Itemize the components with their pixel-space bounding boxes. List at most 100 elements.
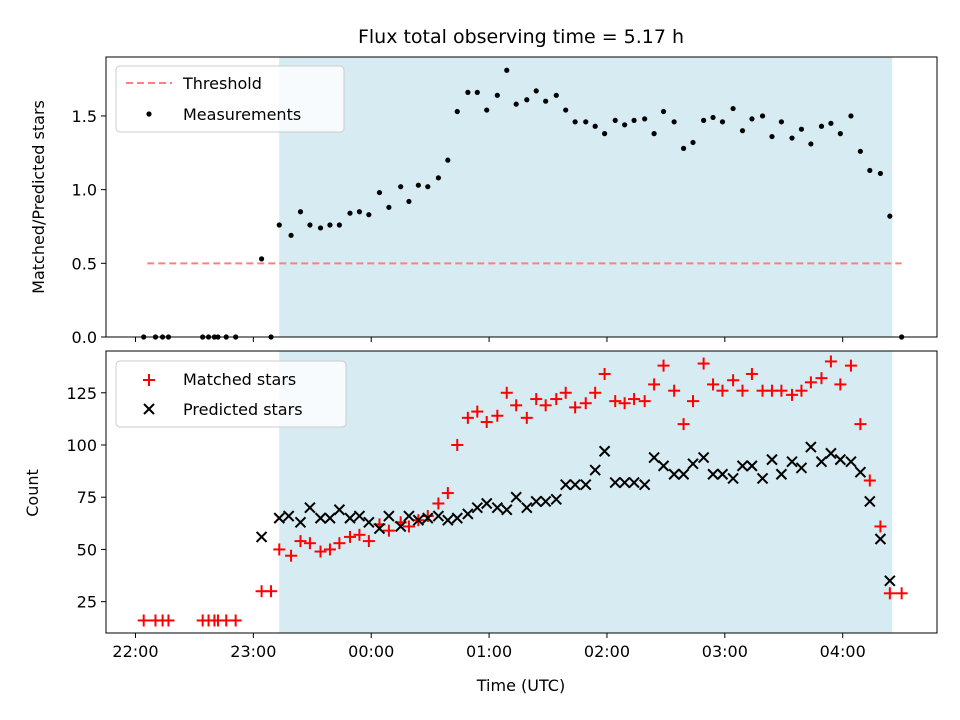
predicted-point bbox=[324, 512, 336, 524]
matched-point bbox=[638, 395, 651, 408]
matched-point bbox=[294, 535, 307, 548]
measurement-point bbox=[533, 88, 539, 94]
measurement-point bbox=[484, 107, 490, 113]
predicted-point bbox=[304, 501, 316, 514]
measurement-point bbox=[642, 116, 648, 122]
matched-point bbox=[137, 614, 150, 627]
matched-point bbox=[480, 416, 493, 429]
predicted-point bbox=[373, 522, 386, 535]
measurements-legend-label: Measurements bbox=[183, 105, 301, 124]
predicted-point bbox=[412, 514, 425, 526]
matched-point bbox=[162, 614, 175, 627]
measurement-point bbox=[887, 213, 893, 219]
count-axes-frame bbox=[105, 350, 938, 634]
matched-point bbox=[229, 614, 242, 627]
matched-point bbox=[500, 386, 513, 399]
predicted-point bbox=[648, 451, 660, 464]
matched-point bbox=[834, 378, 847, 391]
matched-point bbox=[707, 378, 720, 391]
measurement-point bbox=[701, 117, 707, 123]
predicted-point bbox=[707, 468, 719, 480]
ratio-panel: 0.0 0.5 1.0 1.5 Matched/Predicted stars Thr… bbox=[29, 56, 938, 347]
matched-point bbox=[343, 530, 356, 543]
matched-point bbox=[648, 378, 661, 391]
measurement-point bbox=[465, 89, 471, 95]
x-tick-label: 22:00 bbox=[112, 642, 158, 661]
predicted-point bbox=[403, 510, 415, 522]
predicted-point bbox=[795, 462, 808, 474]
measurement-point bbox=[730, 105, 736, 112]
measurement-point bbox=[376, 189, 383, 196]
measurement-point bbox=[435, 175, 441, 181]
matched-point bbox=[668, 384, 681, 397]
matched-point bbox=[804, 376, 817, 389]
matched-point bbox=[273, 543, 286, 556]
measurement-point bbox=[572, 119, 578, 125]
x-tick-label: 01:00 bbox=[466, 642, 512, 661]
matched-point bbox=[697, 357, 710, 370]
predicted-point bbox=[422, 512, 434, 524]
measurement-point bbox=[366, 212, 372, 218]
predicted-point bbox=[618, 476, 631, 489]
count-y-axis-label: Count bbox=[23, 469, 42, 517]
matched-point bbox=[471, 405, 484, 418]
predicted-point bbox=[471, 501, 484, 514]
predicted-point bbox=[314, 512, 327, 524]
predicted-point bbox=[442, 514, 454, 526]
measurement-point bbox=[631, 117, 637, 123]
measurement-point bbox=[504, 67, 510, 73]
matched-point bbox=[677, 418, 690, 431]
matched-legend-swatch bbox=[143, 374, 155, 386]
measurement-point bbox=[336, 222, 342, 228]
shaded-observing-window bbox=[279, 351, 893, 633]
x-tick-label: 23:00 bbox=[230, 642, 276, 661]
matched-point bbox=[323, 543, 336, 556]
matched-point bbox=[745, 367, 758, 380]
predicted-point bbox=[736, 460, 749, 472]
matched-point bbox=[687, 395, 700, 408]
matched-point bbox=[874, 520, 887, 533]
x-tick-label: 04:00 bbox=[820, 642, 866, 661]
y-tick-label: 1.5 bbox=[72, 107, 97, 126]
count-panel: 22:00 23:00 00:00 01:00 02:00 03:00 04:00 25 50… bbox=[23, 350, 938, 661]
x-tick-label: 03:00 bbox=[702, 642, 748, 661]
measurement-point bbox=[759, 113, 766, 119]
predicted-point bbox=[273, 512, 285, 524]
ratio-y-axis-label: Matched/Predicted stars bbox=[29, 100, 48, 294]
count-x-ticks: 22:00 23:00 00:00 01:00 02:00 03:00 04:00 bbox=[112, 633, 866, 661]
measurement-point bbox=[445, 157, 451, 163]
measurement-point bbox=[494, 92, 500, 98]
matched-point bbox=[451, 439, 464, 451]
matched-point bbox=[844, 359, 857, 372]
measurement-point bbox=[288, 232, 294, 238]
matched-point bbox=[824, 355, 837, 368]
measurement-point bbox=[837, 131, 843, 137]
predicted-legend-label: Predicted stars bbox=[183, 400, 303, 419]
matched-point bbox=[775, 384, 788, 397]
measurement-point bbox=[739, 128, 746, 134]
predicted-point bbox=[864, 495, 876, 508]
predicted-point bbox=[550, 493, 562, 506]
measurement-point bbox=[690, 139, 696, 146]
matched-point bbox=[883, 587, 896, 600]
matched-point bbox=[265, 585, 278, 598]
count-legend: Matched stars Predicted stars bbox=[115, 360, 347, 428]
measurement-point bbox=[592, 123, 598, 129]
measurement-point bbox=[789, 135, 795, 141]
predicted-point bbox=[598, 445, 611, 457]
matched-point bbox=[314, 545, 327, 558]
predicted-point bbox=[383, 510, 395, 522]
predicted-point bbox=[845, 456, 857, 468]
predicted-point bbox=[451, 512, 463, 524]
matched-point bbox=[716, 384, 729, 397]
measurement-point bbox=[877, 170, 884, 177]
ratio-plot-area bbox=[141, 57, 905, 340]
count-y-ticks: 25 50 75 100 125 bbox=[66, 384, 106, 612]
y-tick-label: 1.0 bbox=[72, 181, 97, 200]
predicted-point bbox=[854, 466, 867, 478]
predicted-point bbox=[834, 453, 847, 466]
predicted-point bbox=[815, 456, 828, 468]
predicted-point bbox=[580, 478, 592, 491]
measurement-point bbox=[307, 222, 313, 228]
